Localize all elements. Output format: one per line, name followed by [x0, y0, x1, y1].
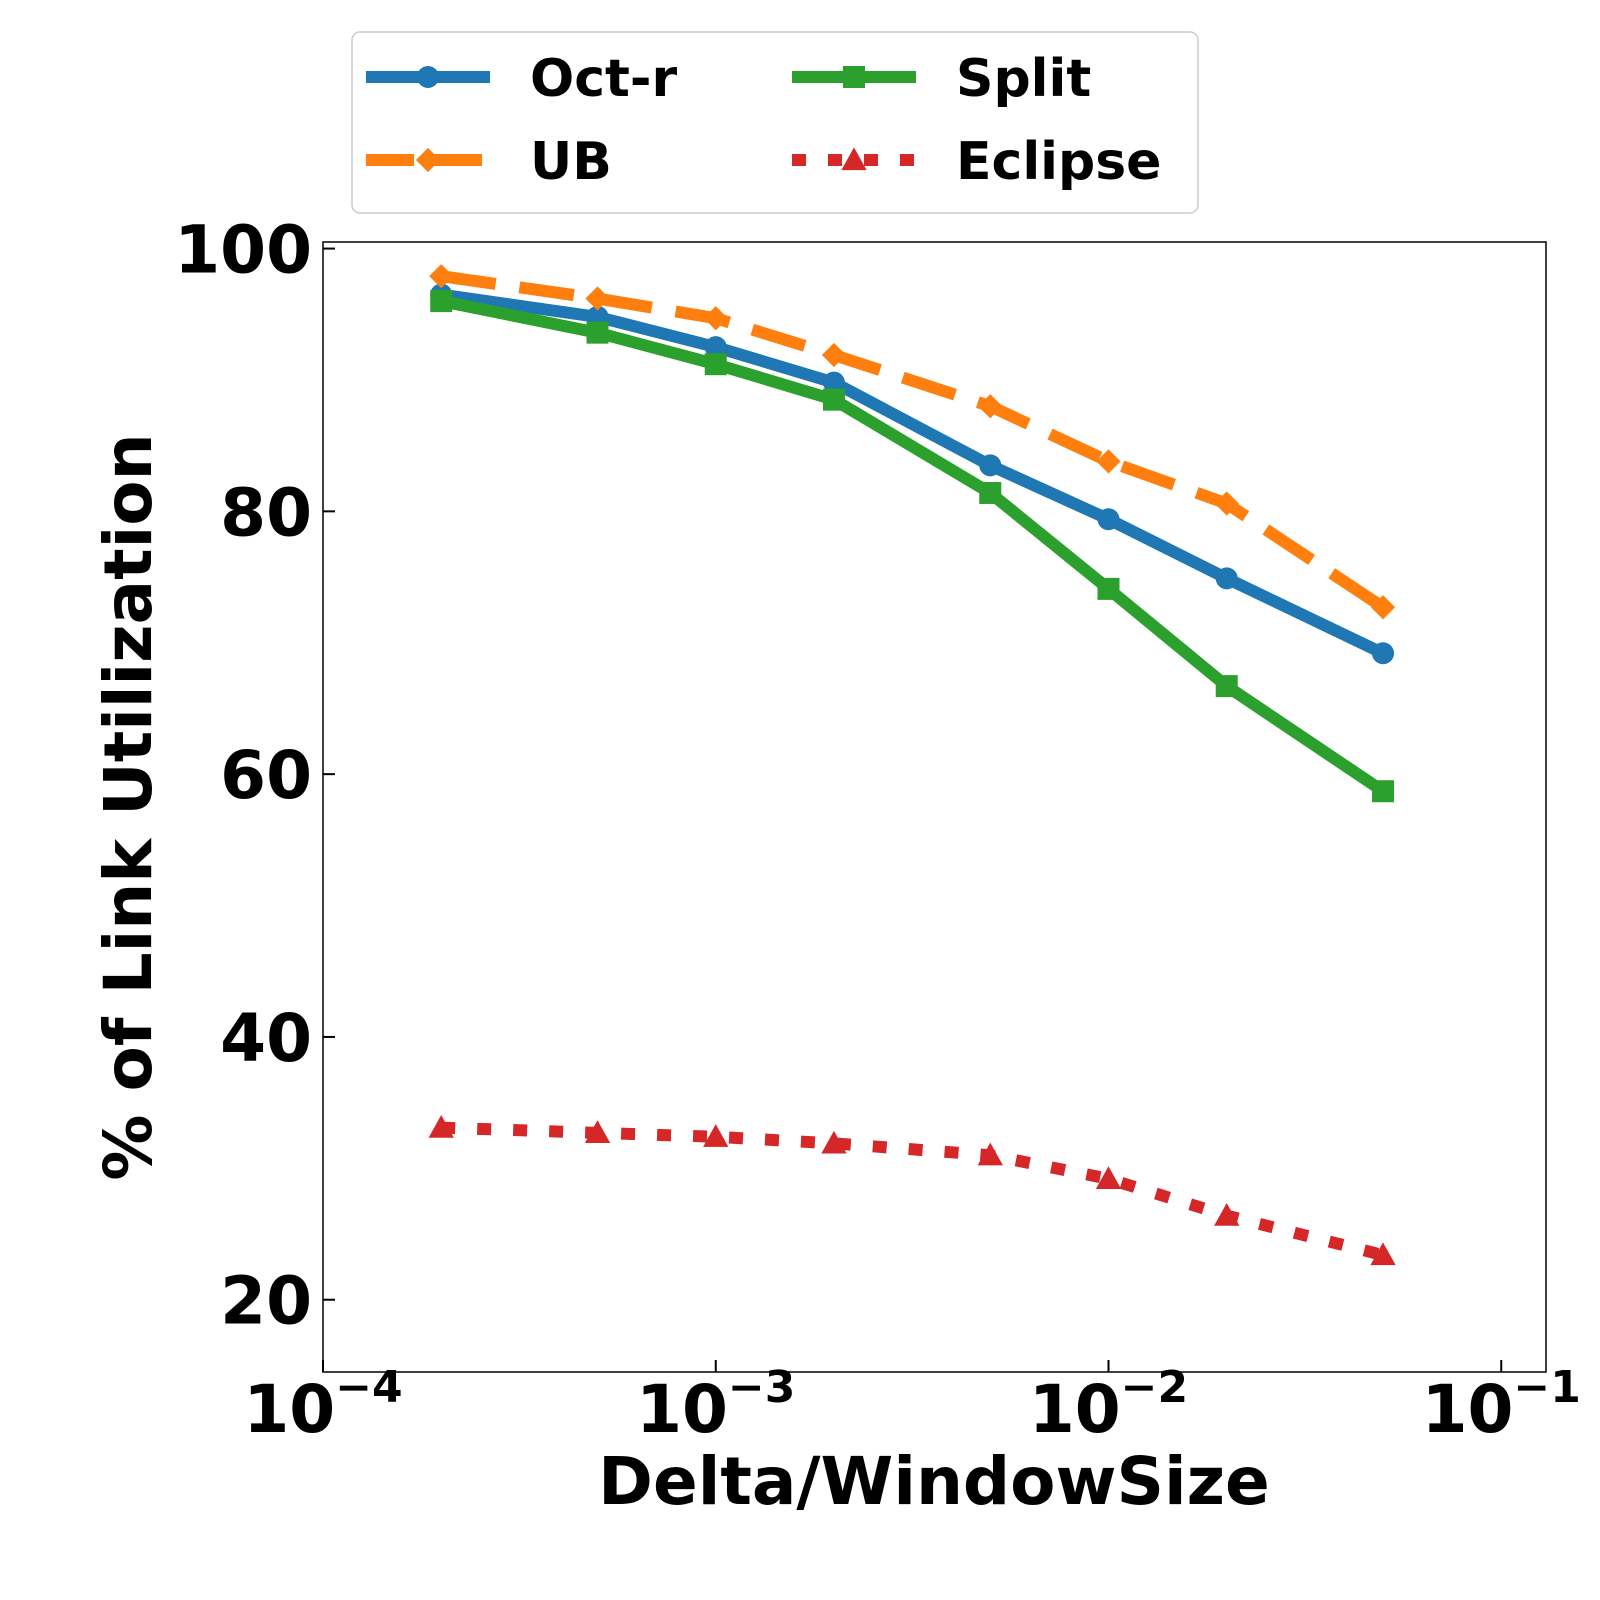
- legend-item-eclipse: Eclipse: [792, 132, 1161, 192]
- data-point: [1097, 508, 1120, 531]
- y-axis-label: % of Link Utilization: [90, 433, 167, 1180]
- data-point: [703, 306, 728, 331]
- data-point: [1370, 595, 1396, 620]
- data-point: [822, 388, 845, 411]
- legend-label: Oct-r: [530, 49, 677, 109]
- series-layer: [428, 264, 1396, 1266]
- legend-item-split: Split: [792, 49, 1091, 109]
- data-point: [1215, 567, 1238, 590]
- data-point: [1097, 577, 1120, 600]
- data-point: [585, 286, 610, 311]
- legend-item-oct-r: Oct-r: [366, 49, 677, 109]
- data-point: [429, 264, 454, 289]
- data-point: [979, 481, 1002, 504]
- y-tick-label: 80: [220, 474, 312, 551]
- series-line: [440, 1121, 1385, 1261]
- legend-label: Split: [956, 49, 1091, 109]
- series-ub: [429, 264, 1396, 620]
- data-point: [428, 1114, 454, 1138]
- data-point: [704, 353, 727, 376]
- y-tick-label: 60: [220, 737, 312, 814]
- series-split: [430, 290, 1395, 803]
- legend-marker: [415, 147, 441, 173]
- x-tick-label: 10−3: [636, 1362, 795, 1448]
- legend: Oct-r UB Split Eclipse: [351, 31, 1199, 214]
- legend-box: [351, 31, 1199, 214]
- data-point: [430, 290, 453, 313]
- legend-marker: [843, 66, 865, 88]
- plot-frame: [322, 241, 1547, 1373]
- series-line: [440, 288, 1386, 659]
- legend-marker: [417, 66, 439, 88]
- data-point: [586, 321, 609, 344]
- y-axis: 20 40 60 80 100: [174, 212, 335, 1340]
- x-axis: 10−4 10−3 10−2 10−1: [243, 1360, 1581, 1448]
- x-axis-label: Delta/WindowSize: [598, 1443, 1270, 1520]
- y-tick-label: 100: [174, 212, 312, 289]
- data-point: [1370, 1242, 1396, 1266]
- series-line: [440, 270, 1387, 613]
- data-point: [821, 342, 847, 368]
- series-eclipse: [428, 1114, 1396, 1266]
- x-tick-label: 10−2: [1029, 1362, 1188, 1448]
- data-point: [584, 1120, 611, 1143]
- data-point: [704, 336, 727, 359]
- data-point: [977, 1142, 1003, 1166]
- legend-item-ub: UB: [366, 132, 612, 192]
- y-tick-label: 40: [220, 1000, 312, 1077]
- data-point: [1372, 780, 1395, 803]
- data-point: [978, 394, 1003, 419]
- x-tick-label: 10−1: [1422, 1362, 1581, 1448]
- x-tick-label: 10−4: [243, 1362, 402, 1448]
- data-point: [1214, 491, 1239, 516]
- legend-marker: [841, 147, 867, 171]
- data-point: [1096, 449, 1121, 474]
- data-point: [1214, 1202, 1240, 1226]
- data-point: [821, 1130, 847, 1154]
- data-point: [1372, 642, 1395, 665]
- data-point: [1095, 1166, 1122, 1189]
- legend-label: Eclipse: [956, 132, 1161, 192]
- legend-label: UB: [530, 132, 612, 192]
- data-point: [979, 454, 1002, 477]
- series-line: [440, 295, 1387, 797]
- y-tick-label: 20: [220, 1263, 312, 1340]
- data-point: [703, 1124, 729, 1147]
- data-point: [1215, 675, 1238, 698]
- data-point: [822, 371, 845, 394]
- series-oct-r: [430, 283, 1395, 665]
